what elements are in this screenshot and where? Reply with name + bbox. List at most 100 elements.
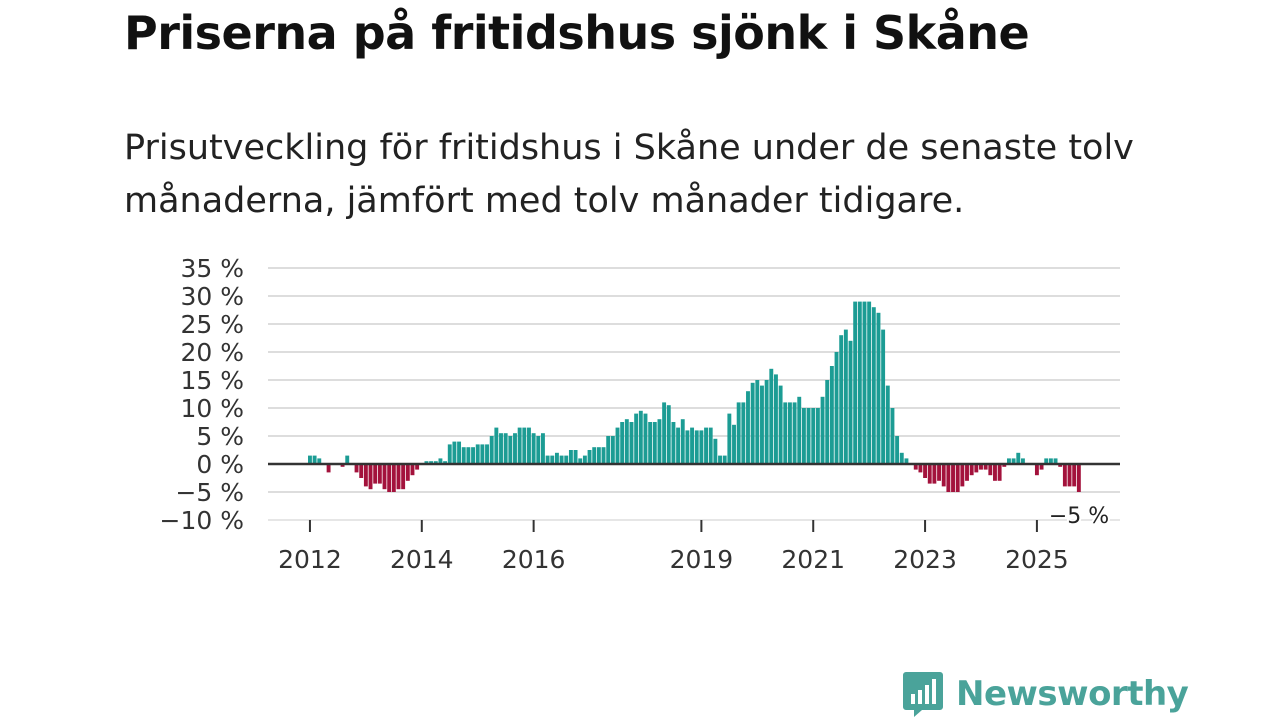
bar [736,402,741,464]
bar [475,444,480,464]
chart-subtitle: Prisutveckling för fritidshus i Skåne un… [124,128,1134,221]
bar [550,455,555,464]
bar [974,464,979,473]
bar [447,444,452,464]
bar [993,464,997,481]
y-tick-label: −10 % [160,506,244,535]
bar [815,408,820,464]
bar [368,464,373,490]
bar [606,436,611,464]
bar [708,427,713,464]
bar [592,447,597,464]
bar [424,461,429,464]
bar [680,419,685,464]
bar [666,405,671,464]
bar [489,436,494,464]
bar [797,396,802,464]
bar [965,464,969,481]
bar [829,366,834,464]
bar [769,368,774,464]
bar [326,464,331,473]
bar [405,464,410,481]
bar [1053,458,1058,464]
y-tick-label: 35 % [180,254,244,283]
bar [890,408,895,464]
bar [951,464,955,492]
bar [699,430,704,464]
bar [997,464,1002,481]
bar [774,374,778,464]
bar [410,464,415,476]
newsworthy-logo-icon [903,672,943,717]
bar [387,464,392,492]
bar [685,430,690,464]
bar [415,464,420,470]
bar [825,380,830,464]
bar [941,464,946,487]
bar-chart: 35 %30 %25 %20 %15 %10 %5 %0 %−5 %−10 % … [160,254,1120,574]
bar [596,447,601,464]
bar [494,427,499,464]
bar [988,464,993,476]
bar [452,441,457,464]
newsworthy-logo: Newsworthy [902,670,1189,718]
bar [471,447,475,464]
bar [340,464,345,467]
bar [536,436,541,464]
bar [634,413,639,464]
bar [503,433,508,464]
y-tick-label: 5 % [196,422,244,451]
bar [610,436,615,464]
bar [839,335,844,464]
bar [969,464,974,476]
bar [373,464,378,484]
bar [876,312,881,464]
bar [1020,458,1025,464]
y-tick-label: 30 % [180,282,244,311]
bar [429,461,434,464]
bar [843,329,848,464]
bar [1034,464,1039,476]
bar [648,422,653,464]
bar [396,464,401,490]
bar [312,455,317,464]
bar [806,408,811,464]
bar [746,391,750,464]
bar [690,427,695,464]
bar [871,307,876,464]
bar [354,464,359,473]
x-tick-label: 2025 [1005,545,1069,574]
bar [433,461,438,464]
bar [466,447,471,464]
bar [554,452,559,464]
bar [946,464,951,492]
bar [587,450,592,464]
bar [848,340,853,464]
bar [820,396,825,464]
chart-title: Priserna på fritidshus sjönk i Skåne [124,6,1030,60]
bar [923,464,928,478]
bar [457,441,462,464]
y-tick-label: 25 % [180,310,244,339]
bar [727,413,732,464]
bar [1067,464,1072,487]
bar [615,427,620,464]
bar [629,422,634,464]
bar [792,402,797,464]
bar [662,402,667,464]
grid-lines [268,267,1120,521]
bar [1044,458,1049,464]
bar [704,427,708,464]
bar [601,447,606,464]
bar [363,464,368,487]
bar [955,464,960,492]
bar [937,464,941,481]
bars [308,301,1081,492]
bar [391,464,396,492]
bar [573,450,578,464]
bar [760,385,764,464]
bar [801,408,806,464]
bar [541,433,545,464]
bar [513,433,517,464]
bar [657,419,662,464]
